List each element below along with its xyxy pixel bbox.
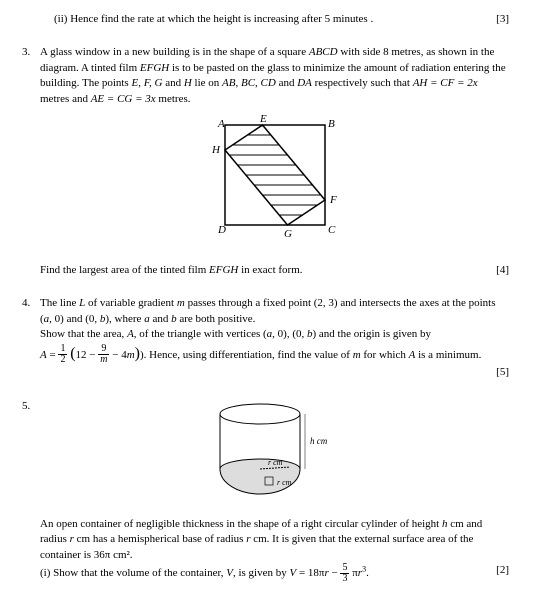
t: CD: [261, 77, 276, 89]
t: (i) Show that the volume of the containe…: [40, 567, 226, 579]
q3-marks: [4]: [496, 263, 509, 278]
r-label-1: r cm: [268, 458, 283, 467]
q4-marks: [5]: [496, 365, 509, 380]
t: , of the triangle with vertices (: [134, 328, 267, 340]
t: m: [127, 349, 135, 361]
t: is a minimum.: [415, 349, 481, 361]
q4-body: The line L of variable gradient m passes…: [40, 296, 509, 342]
label-G: G: [284, 228, 292, 240]
t: A glass window in a new building is in t…: [40, 46, 309, 58]
label-F: F: [329, 194, 337, 206]
t: AB: [222, 77, 235, 89]
q5-body: An open container of negligible thicknes…: [40, 517, 509, 563]
t: m: [353, 349, 361, 361]
t: and: [150, 313, 171, 325]
r-label-2: r cm: [277, 478, 292, 487]
t: lie on: [192, 77, 222, 89]
t: A: [127, 328, 134, 340]
q5-part-i: (i) Show that the volume of the containe…: [40, 563, 486, 584]
question-5: 5. r cm r cm h cm An open container of n…: [40, 399, 509, 584]
label-B: B: [328, 118, 335, 130]
label-D: D: [217, 224, 226, 236]
q5-number: 5.: [22, 399, 30, 414]
t: ) and the origin is given by: [313, 328, 432, 340]
t: BC: [241, 77, 255, 89]
question-3: 3. A glass window in a new building is i…: [40, 45, 509, 278]
t: DA: [297, 77, 312, 89]
t: AH = CF = 2x: [413, 77, 478, 89]
t: are both positive.: [177, 313, 256, 325]
t: ), where: [105, 313, 144, 325]
q5-diagram: r cm r cm h cm: [40, 399, 509, 509]
t: metres and: [40, 93, 91, 105]
t: in exact form.: [238, 264, 302, 276]
t: , 0) and (0,: [49, 313, 100, 325]
t: 3: [340, 574, 349, 584]
t: Find the largest area of the tinted film: [40, 264, 209, 276]
t: Show that the area,: [40, 328, 127, 340]
t: for which: [361, 349, 409, 361]
q2-ii-marks: [3]: [496, 12, 509, 27]
t: metres.: [156, 93, 191, 105]
t: r: [324, 567, 328, 579]
t: V: [289, 567, 296, 579]
t: and: [276, 77, 297, 89]
q3-find: Find the largest area of the tinted film…: [40, 263, 486, 278]
q5-i-marks: [2]: [496, 563, 509, 578]
efgh: EFGH: [140, 62, 169, 74]
q4-number: 4.: [22, 296, 30, 311]
t: 2: [58, 355, 67, 365]
h-label: h cm: [310, 436, 328, 446]
q3-diagram: A B C D E F G H: [40, 115, 509, 255]
t: AE = CG = 3x: [91, 93, 156, 105]
t: ). Hence, using differentiation, find th…: [140, 349, 353, 361]
t: 5: [340, 563, 349, 574]
t: of variable gradient: [85, 297, 177, 309]
t: H: [184, 77, 192, 89]
t: , 0), (0,: [272, 328, 307, 340]
t: and: [162, 77, 183, 89]
q2-part-ii: (ii) Hence find the rate at which the he…: [40, 12, 509, 27]
q4-formula: A = 12 (12 − 9m − 4m)). Hence, using dif…: [40, 343, 509, 366]
label-C: C: [328, 224, 336, 236]
q3-body: A glass window in a new building is in t…: [40, 45, 509, 107]
t: m: [98, 355, 109, 365]
t: EFGH: [209, 264, 238, 276]
label-A: A: [217, 118, 225, 130]
q3-number: 3.: [22, 45, 30, 60]
label-E: E: [259, 115, 267, 125]
t: , is given by: [233, 567, 290, 579]
t: E, F, G: [131, 77, 162, 89]
frac-9m: 9m: [98, 344, 109, 365]
frac-half: 12: [58, 344, 67, 365]
t: An open container of negligible thicknes…: [40, 518, 442, 530]
label-H: H: [211, 144, 221, 156]
t: respectively such that: [312, 77, 413, 89]
t: m: [177, 297, 185, 309]
t: V: [226, 567, 233, 579]
question-4: 4. The line L of variable gradient m pas…: [40, 296, 509, 381]
t: A: [40, 349, 47, 361]
frac-53: 53: [340, 563, 349, 584]
t: cm has a hemispherical base of radius: [74, 533, 246, 545]
q2-ii-text: (ii) Hence find the rate at which the he…: [54, 12, 486, 27]
t: The line: [40, 297, 79, 309]
abcd: ABCD: [309, 46, 338, 58]
